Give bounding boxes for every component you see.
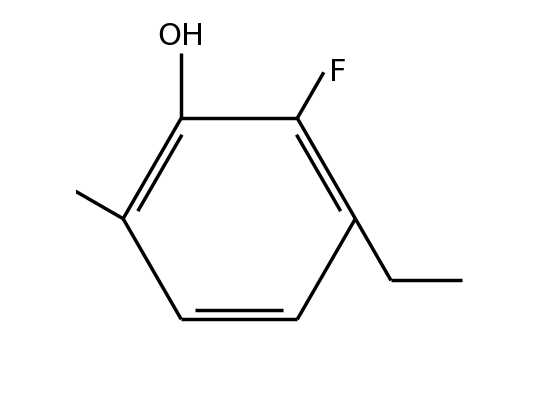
Text: OH: OH — [158, 22, 205, 51]
Text: F: F — [329, 58, 346, 87]
